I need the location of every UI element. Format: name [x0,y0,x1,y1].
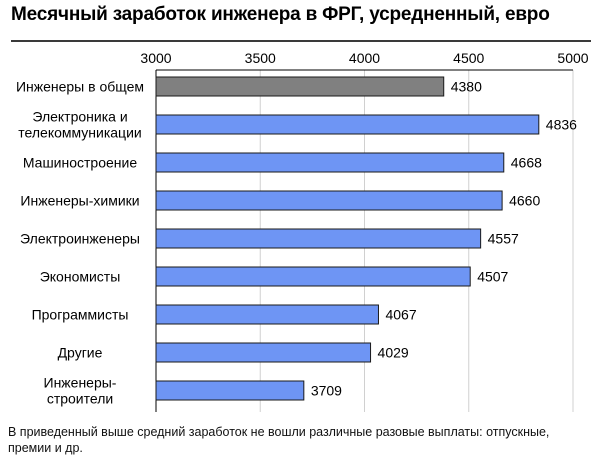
data-label: 4836 [546,117,577,133]
category-label: Другие [58,345,103,361]
category-label: Машиностроение [23,155,137,171]
data-label: 4380 [451,79,482,95]
category-label: Экономисты [40,269,121,285]
x-tick-label: 3000 [140,50,171,66]
category-label: Программисты [32,307,129,323]
category-label-line: Инженеры- [44,375,117,391]
category-label-line: Другие [58,345,103,361]
bar [155,304,379,325]
x-tick-label: 4000 [349,50,380,66]
chart-footnote: В приведенный выше средний заработок не … [8,425,550,455]
chart-title: Месячный заработок инженера в ФРГ, усред… [11,4,550,25]
bar [155,228,482,249]
category-label-line: Инженеры в общем [16,79,144,95]
data-label: 3709 [311,383,342,399]
bar [155,152,505,173]
category-label: Инженеры в общем [16,79,144,95]
data-label: 4668 [511,155,542,171]
x-tick-label: 4500 [453,50,484,66]
category-label-line: Экономисты [40,269,121,285]
bars [155,76,540,401]
bar [155,190,503,211]
data-label: 4507 [477,269,508,285]
title-divider [11,40,591,42]
category-label: Инженеры-химики [20,193,139,209]
data-label: 4029 [378,345,409,361]
category-label-line: строители [47,391,113,407]
bar [155,380,305,401]
category-label: Электроника и телекоммуникации [18,109,141,141]
category-label: Электроинженеры [20,231,140,247]
bar [155,76,445,97]
data-label: 4067 [385,307,416,323]
x-tick-label: 3500 [245,50,276,66]
x-tick-label: 5000 [557,50,588,66]
data-label: 4557 [488,231,519,247]
category-label-line: телекоммуникации [18,125,141,141]
category-label: Инженеры-строители [44,375,117,407]
data-label: 4660 [509,193,540,209]
category-labels: Инженеры в общем Электроника и телекоммуни… [16,79,144,407]
category-label-line: Программисты [32,307,129,323]
category-label-line: Инженеры-химики [20,193,139,209]
category-label-line: Электроинженеры [20,231,140,247]
category-label-line: Электроника и [32,109,127,125]
bar [155,266,471,287]
bar [155,342,372,363]
data-labels: 4380 4836 4668 4660 4557 4507 4067 4029 3709 [311,79,577,399]
bar [155,114,540,135]
category-label-line: Машиностроение [23,155,137,171]
